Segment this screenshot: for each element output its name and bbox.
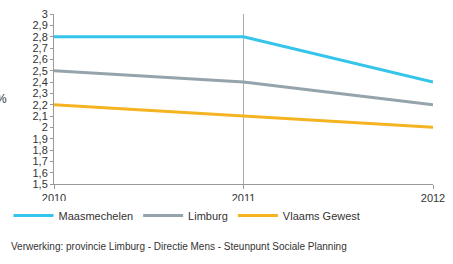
svg-text:2,5: 2,5 (33, 65, 48, 77)
svg-text:2,2: 2,2 (33, 99, 48, 111)
svg-text:1,8: 1,8 (33, 144, 48, 156)
svg-text:2,9: 2,9 (33, 19, 48, 31)
svg-text:1,6: 1,6 (33, 167, 48, 179)
svg-text:Limburg: Limburg (188, 210, 228, 222)
svg-text:1,7: 1,7 (33, 155, 48, 167)
svg-text:2010: 2010 (41, 192, 67, 205)
svg-text:2: 2 (42, 121, 48, 133)
svg-text:Maasmechelen: Maasmechelen (59, 210, 134, 222)
svg-text:Verwerking: provincie Limburg: Verwerking: provincie Limburg - Directie… (11, 241, 347, 252)
svg-text:Vlaams Gewest: Vlaams Gewest (283, 210, 360, 222)
svg-text:2011: 2011 (231, 192, 256, 205)
svg-text:1,9: 1,9 (33, 133, 48, 145)
svg-text:2,8: 2,8 (33, 31, 48, 43)
svg-text:2,7: 2,7 (33, 42, 48, 54)
svg-text:2012: 2012 (421, 192, 445, 204)
svg-text:2,4: 2,4 (33, 76, 48, 88)
svg-text:2,1: 2,1 (33, 110, 48, 122)
svg-text:2,3: 2,3 (33, 87, 48, 99)
svg-text:%: % (0, 92, 7, 106)
svg-text:3: 3 (42, 8, 48, 20)
svg-text:2,6: 2,6 (33, 53, 48, 65)
svg-text:1,5: 1,5 (33, 178, 48, 190)
